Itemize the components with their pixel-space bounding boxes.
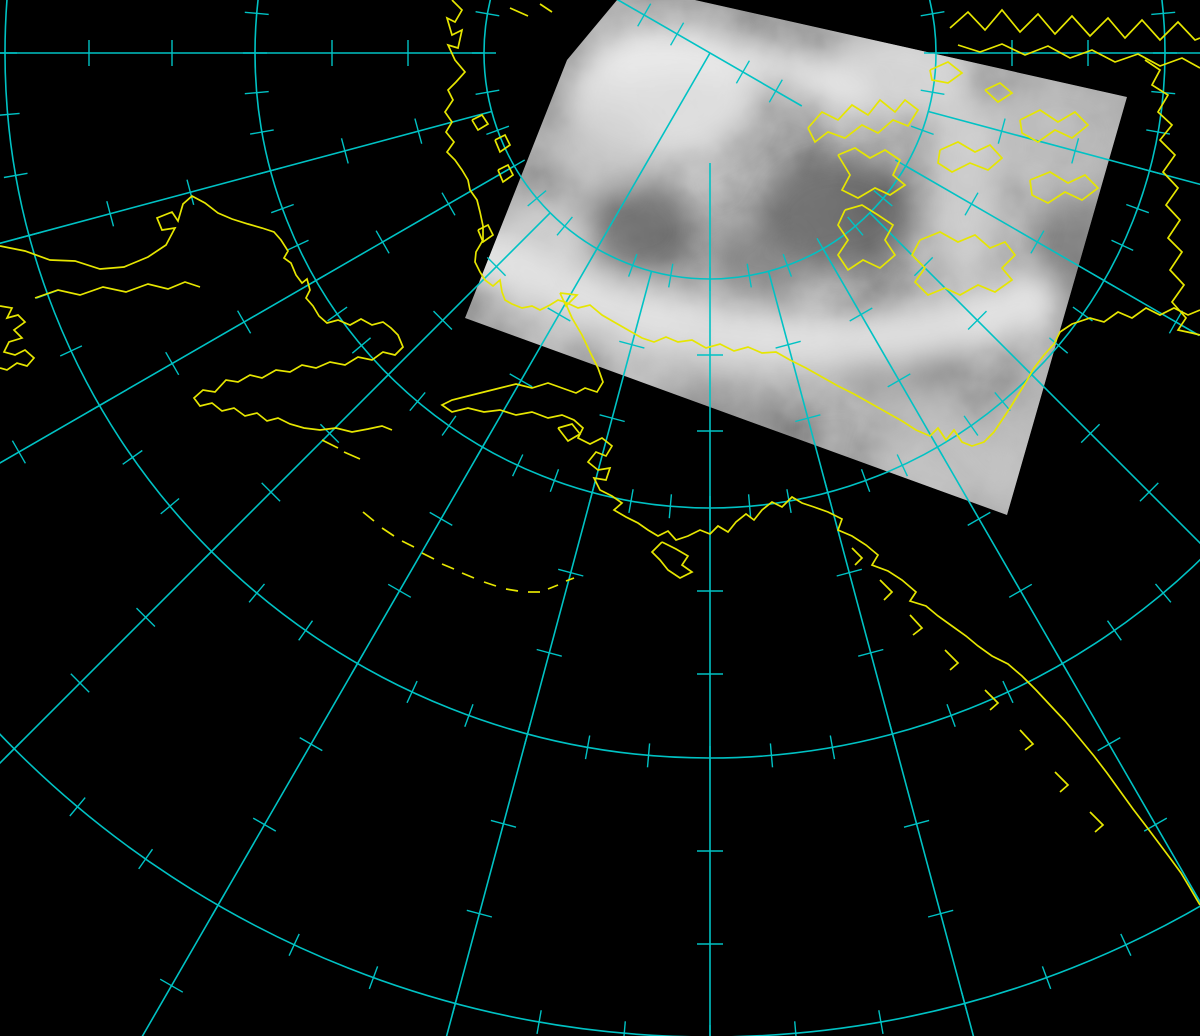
coastline-island — [477, 223, 495, 244]
coastline-arctic-archipelago — [1019, 109, 1090, 144]
coastline-island — [559, 292, 579, 308]
coastline-island — [497, 163, 515, 184]
coastlines — [0, 0, 1200, 906]
coastline-arctic-archipelago — [984, 82, 1014, 104]
coastline-se-alaska-islands — [984, 689, 1000, 711]
coastline-st-lawrence — [343, 451, 361, 460]
coastline-aleutians — [483, 581, 497, 587]
coastline-aleutians — [421, 552, 435, 560]
coastline-arctic-archipelago — [807, 98, 920, 144]
coastline-aleutians — [565, 577, 575, 582]
coastline-arctic-archipelago — [937, 141, 1004, 173]
coastline-se-alaska-islands — [879, 579, 894, 601]
coastline-se-alaska-islands — [909, 614, 924, 636]
coastline-kodiak — [650, 541, 694, 579]
coastline-island — [494, 133, 512, 154]
coastline-island — [539, 3, 553, 13]
coastline-aleutians — [547, 584, 559, 590]
coastline-arctic-archipelago — [836, 204, 897, 272]
coastline-se-alaska-islands — [944, 649, 960, 671]
coastline-aleutians — [401, 540, 415, 548]
coastline-aleutians — [381, 527, 395, 537]
coastline-chukotka — [0, 194, 405, 433]
coastline-st-lawrence — [321, 439, 339, 449]
coastline-island — [0, 305, 36, 371]
coastline-arctic-archipelago — [910, 231, 1017, 297]
coastline-arctic-archipelago — [837, 147, 907, 199]
coastline-se-alaska-islands — [851, 547, 864, 566]
coastline-greenland-edge — [1144, 59, 1200, 336]
coastline-alaska — [440, 301, 1200, 906]
coastline-beaufort-coast — [564, 301, 1200, 447]
coastline-aleutians — [505, 588, 519, 592]
coastline-aleutians — [461, 572, 475, 579]
coastline-se-alaska-islands — [1054, 771, 1070, 793]
coastline-ellesmere-band — [957, 43, 1200, 69]
coastline-island — [471, 113, 490, 132]
coastline-nunivak — [557, 423, 582, 443]
coastline-chukotka-bay — [34, 281, 201, 299]
coastline-arctic-archipelago — [1029, 171, 1100, 204]
coastline-se-alaska-islands — [1089, 811, 1105, 833]
coastline-aleutians — [362, 511, 375, 522]
coastline-se-alaska-islands — [1019, 729, 1035, 751]
coastline-ellesmere-band — [949, 8, 1200, 42]
coastline-island — [509, 7, 529, 17]
coastline-aleutians — [441, 563, 455, 570]
coastline-siberia-arctic-coast — [443, 0, 566, 311]
coastline-arctic-archipelago — [929, 61, 964, 84]
